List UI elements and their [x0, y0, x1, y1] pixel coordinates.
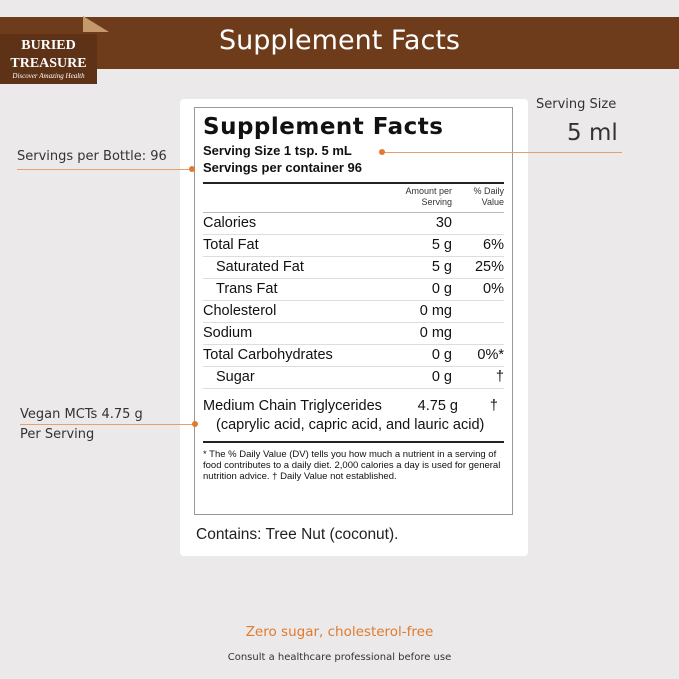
nutrient-amount: 4.75 g — [417, 398, 458, 414]
nutrient-row: Total Carbohydrates 0 g 0%* — [203, 345, 504, 367]
nutrient-dv: 0%* — [477, 347, 504, 363]
nutrient-name: Medium Chain Triglycerides — [203, 398, 382, 414]
nutrient-name: Sodium — [203, 325, 253, 341]
header-banner: Supplement Facts — [0, 17, 679, 69]
col-amount: Serving — [421, 197, 452, 207]
supplement-facts-label: Supplement Facts Serving Size 1 tsp. 5 m… — [194, 107, 513, 515]
callout-dot — [189, 166, 195, 172]
nutrient-amount: 0 mg — [419, 325, 452, 341]
nutrient-amount: 30 — [435, 215, 452, 231]
nutrient-row: Total Fat 5 g 6% — [203, 235, 504, 257]
mct-row: Medium Chain Triglycerides 4.75 g † (capry… — [203, 397, 504, 443]
nutrient-name: Saturated Fat — [216, 259, 304, 275]
col-dv: % Daily — [473, 186, 504, 196]
nutrient-name: Sugar — [216, 369, 255, 385]
nutrient-dv — [452, 213, 504, 234]
label-card — [180, 99, 528, 556]
nutrient-amount: 0 mg — [419, 303, 452, 319]
nutrient-row: Cholesterol 0 mg — [203, 301, 504, 323]
nutrient-dv — [452, 301, 504, 322]
nutrient-name: Cholesterol — [203, 303, 277, 319]
serving-size: Serving Size 1 tsp. 5 mL — [203, 143, 352, 158]
nutrient-amount: 0 g — [431, 281, 452, 297]
nutrient-name: Total Carbohydrates — [203, 347, 333, 363]
nutrient-dv — [452, 323, 504, 344]
brand-logo: BURIED TREASURE Discover Amazing Health — [0, 34, 97, 84]
nutrient-dv: † — [489, 398, 498, 414]
nutrient-amount: 5 g — [431, 237, 452, 253]
banner-title: Supplement Facts — [219, 25, 460, 56]
nutrient-name: Total Fat — [203, 237, 259, 253]
col-amount: Amount per — [405, 186, 452, 196]
nutrient-amount: 0 g — [431, 347, 452, 363]
callout-vegan: Vegan MCTs 4.75 g — [20, 407, 143, 422]
label-title: Supplement Facts — [203, 114, 444, 140]
nutrient-row: Sodium 0 mg — [203, 323, 504, 345]
nutrient-row: Saturated Fat 5 g 25% — [203, 257, 504, 279]
callout-dot — [379, 149, 385, 155]
callout-vegan: Per Serving — [20, 427, 95, 442]
callout-servings: Servings per Bottle: 96 — [17, 149, 167, 164]
column-headers: Amount per Serving % Daily Value — [203, 186, 504, 213]
mct-subtext: (caprylic acid, capric acid, and lauric … — [216, 417, 485, 433]
nutrient-row: Calories 30 — [203, 213, 504, 235]
nutrient-row: Sugar 0 g † — [203, 367, 504, 389]
nutrient-amount: 5 g — [431, 259, 452, 275]
callout-serving-size-label: Serving Size — [536, 97, 617, 112]
nutrient-dv: 0% — [483, 281, 504, 297]
nutrient-dv: † — [495, 369, 504, 385]
nutrient-name: Trans Fat — [216, 281, 278, 297]
callout-serving-size-value: 5 ml — [567, 120, 618, 146]
footnote: * The % Daily Value (DV) tells you how m… — [203, 449, 501, 482]
tagline: Zero sugar, cholesterol-free — [245, 624, 434, 640]
callout-dot — [192, 421, 198, 427]
ribbon-fold — [83, 16, 109, 32]
logo-tagline: Discover Amazing Health — [12, 72, 85, 80]
nutrient-dv: 6% — [483, 237, 504, 253]
disclaimer: Consult a healthcare professional before… — [227, 652, 452, 663]
col-dv: Value — [481, 197, 504, 207]
logo-line: BURIED — [21, 38, 76, 53]
nutrient-amount: 0 g — [431, 369, 452, 385]
logo-line: TREASURE — [10, 56, 87, 71]
servings-per-container: Servings per container 96 — [203, 160, 362, 175]
nutrient-name: Calories — [203, 215, 257, 231]
nutrient-row: Trans Fat 0 g 0% — [203, 279, 504, 301]
allergen-statement: Contains: Tree Nut (coconut). — [196, 526, 399, 543]
nutrient-dv: 25% — [474, 259, 504, 275]
